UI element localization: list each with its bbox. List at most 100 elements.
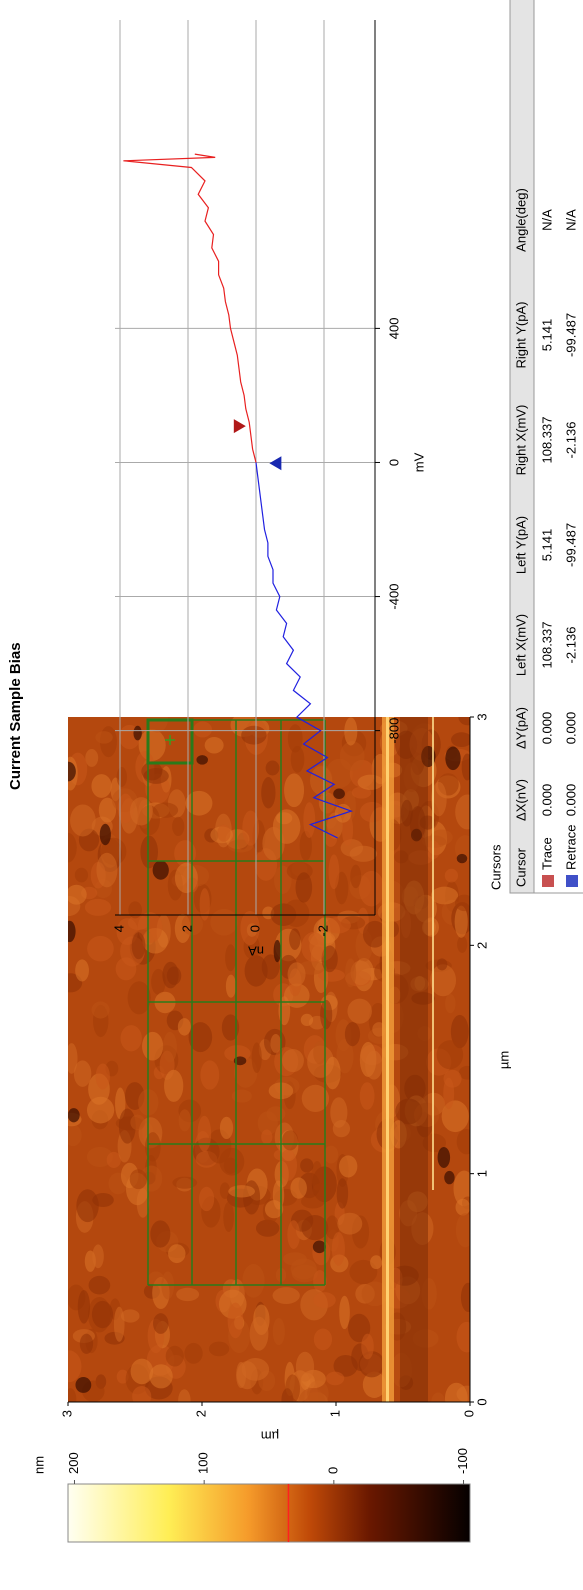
colorbar-tick-label: 200	[66, 1452, 81, 1474]
grain	[141, 762, 163, 781]
grain	[349, 845, 378, 862]
grain	[339, 1295, 350, 1330]
grain	[116, 767, 127, 787]
grain	[219, 1182, 230, 1200]
grain	[313, 1292, 336, 1309]
dark-spot	[445, 746, 461, 771]
grain	[430, 964, 457, 997]
grain	[350, 864, 362, 889]
chart-title: Current Sample Bias	[7, 642, 24, 790]
grain	[443, 1077, 455, 1110]
grain	[113, 1306, 125, 1342]
grain	[303, 802, 316, 838]
grain	[86, 1096, 115, 1124]
y-axis-title: µm	[261, 1429, 279, 1444]
grain	[328, 854, 340, 890]
grain	[266, 1106, 286, 1122]
grain	[96, 852, 118, 888]
grain	[85, 748, 99, 767]
dark-spot	[333, 788, 345, 799]
grain	[336, 1178, 349, 1209]
dark-spot	[233, 1056, 247, 1066]
table-cell: 108.337	[539, 417, 554, 464]
grain	[166, 966, 182, 985]
grain	[287, 724, 303, 753]
grain	[326, 1371, 345, 1386]
table-cell: 5.141	[539, 319, 554, 352]
grain	[262, 826, 285, 861]
grain	[198, 1186, 215, 1212]
x-tick-label: 2	[474, 942, 489, 949]
grain	[120, 1025, 142, 1052]
grain	[325, 917, 351, 934]
dark-spot	[68, 920, 76, 943]
grain	[282, 1049, 304, 1073]
x-tick-label: 1	[474, 1170, 489, 1177]
grain	[87, 935, 114, 962]
grain	[147, 1271, 165, 1287]
grain	[120, 1309, 140, 1323]
grain	[185, 790, 213, 816]
table-cell: -2.136	[563, 422, 578, 459]
grain	[313, 1270, 327, 1293]
grain	[98, 797, 117, 823]
grain	[283, 899, 310, 928]
grain	[79, 1333, 94, 1354]
grain	[116, 918, 139, 946]
grain	[68, 832, 77, 863]
grain	[236, 1361, 247, 1389]
grain	[249, 1316, 269, 1351]
grain	[70, 804, 96, 837]
y-tick-label: 4	[111, 925, 126, 932]
cursor-marker	[233, 419, 246, 434]
table-cell: 0.000	[563, 712, 578, 745]
grain	[295, 1351, 315, 1382]
table-cell: N/A	[539, 209, 554, 231]
grain	[284, 773, 305, 808]
grain	[208, 1341, 230, 1357]
grain	[242, 810, 260, 846]
dark-spot	[196, 755, 208, 765]
dark-spot	[456, 853, 468, 864]
grain	[313, 1328, 333, 1351]
grain	[68, 1043, 78, 1074]
grain	[219, 1116, 234, 1140]
grain	[142, 1031, 164, 1061]
table-cell: -2.136	[563, 627, 578, 664]
grain	[244, 955, 268, 987]
table-header: Left Y(pA)	[513, 516, 528, 574]
table-cell: 108.337	[539, 622, 554, 669]
grain	[130, 1358, 154, 1385]
grain	[351, 786, 372, 799]
grain	[246, 923, 258, 937]
grain	[199, 888, 210, 921]
grain	[347, 998, 372, 1024]
grain	[455, 794, 470, 830]
table-header: Right Y(pA)	[513, 302, 528, 369]
dark-spot	[312, 1240, 326, 1254]
x-tick-label: 3	[474, 713, 489, 720]
grain	[444, 868, 459, 883]
colorbar	[67, 1483, 471, 1543]
grain	[193, 721, 212, 738]
table-cell: Trace	[539, 837, 554, 870]
grain	[127, 981, 151, 1015]
x-axis-title: µm	[496, 1051, 511, 1069]
grain	[359, 1082, 375, 1110]
grain	[455, 1198, 470, 1216]
grain	[422, 1133, 447, 1153]
dark-spot	[437, 1146, 451, 1168]
row-swatch	[542, 875, 554, 887]
grain	[217, 824, 231, 842]
grain	[362, 920, 387, 948]
table-header: Cursor	[513, 847, 528, 887]
x-tick-label: 0	[386, 459, 401, 466]
grain	[457, 935, 468, 953]
grain	[458, 1065, 470, 1080]
dark-spot	[152, 860, 169, 880]
grain	[91, 1001, 110, 1019]
grain	[456, 1321, 470, 1353]
grain	[362, 1371, 386, 1398]
table-cell: -99.487	[563, 313, 578, 357]
